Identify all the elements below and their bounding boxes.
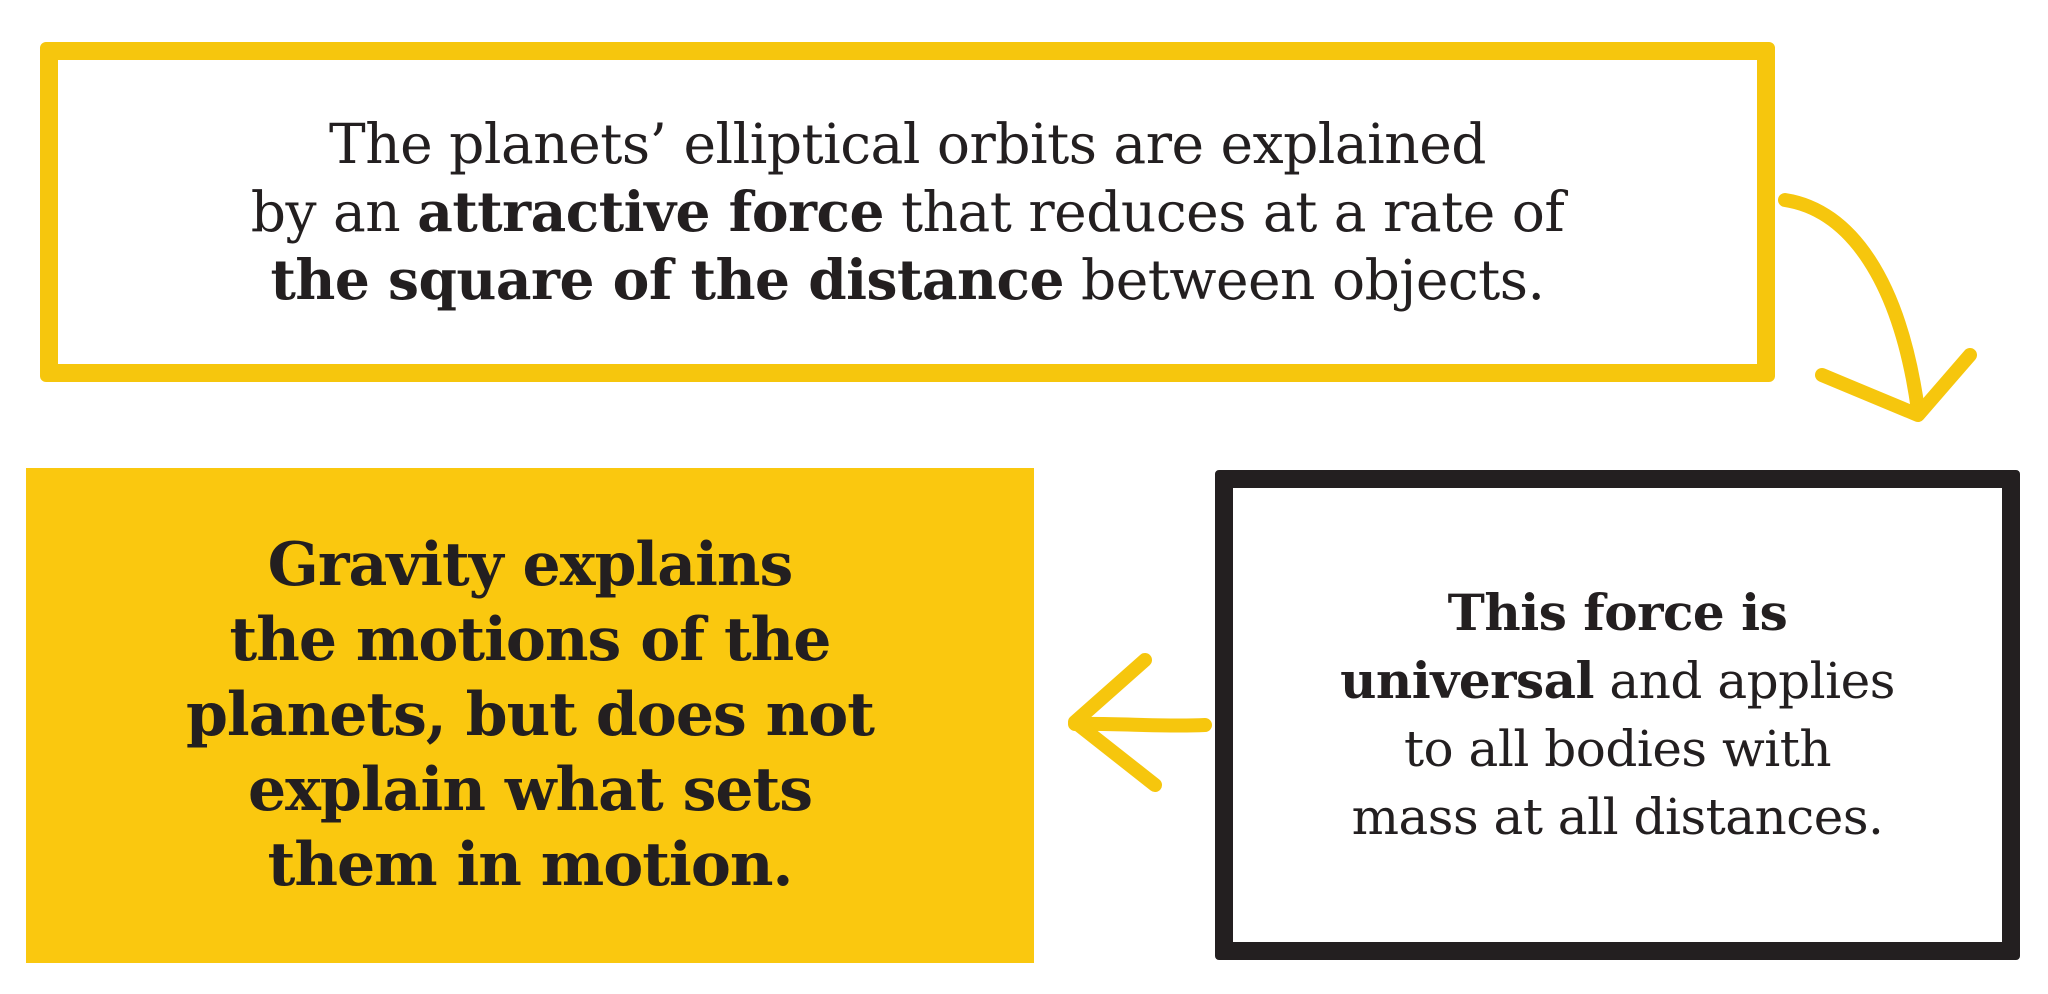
conclusion-box: Gravity explains the motions of the plan… [26,468,1034,963]
top-line-2-bold: attractive force [417,179,884,244]
top-line-2-pre: by an [250,180,418,244]
conclusion-line-3: planets, but does not [185,680,875,750]
top-line-3-post: between objects. [1064,248,1545,312]
conclusion-line-4: explain what sets [247,755,813,825]
top-line-3: the square of the distance between objec… [251,246,1564,314]
top-statement-text: The planets’ elliptical orbits are expla… [250,110,1565,314]
right-line-2-post: and applies [1594,652,1895,710]
right-statement-box: This force is universal and applies to a… [1215,470,2020,960]
right-line-1-bold: This force is [1447,583,1788,642]
conclusion-text: Gravity explains the motions of the plan… [185,528,875,903]
conclusion-line-2: the motions of the [229,605,832,675]
top-line-3-bold: the square of the distance [270,247,1065,312]
right-line-2-bold: universal [1340,651,1595,710]
right-line-1: This force is [1340,579,1895,647]
right-statement-text: This force is universal and applies to a… [1340,579,1895,851]
right-line-2: universal and applies [1340,647,1895,715]
right-line-3: to all bodies with [1403,720,1832,778]
top-line-1: The planets’ elliptical orbits are expla… [329,112,1486,176]
right-line-4: mass at all distances. [1351,788,1884,846]
top-statement-box: The planets’ elliptical orbits are expla… [40,42,1775,382]
top-line-2: by an attractive force that reduces at a… [250,178,1565,246]
conclusion-line-5: them in motion. [267,830,794,900]
right-to-left-arrow [1068,653,1212,792]
top-to-right-arrow [1778,193,1977,422]
top-line-2-post: that reduces at a rate of [883,180,1565,244]
conclusion-line-1: Gravity explains [267,530,794,600]
